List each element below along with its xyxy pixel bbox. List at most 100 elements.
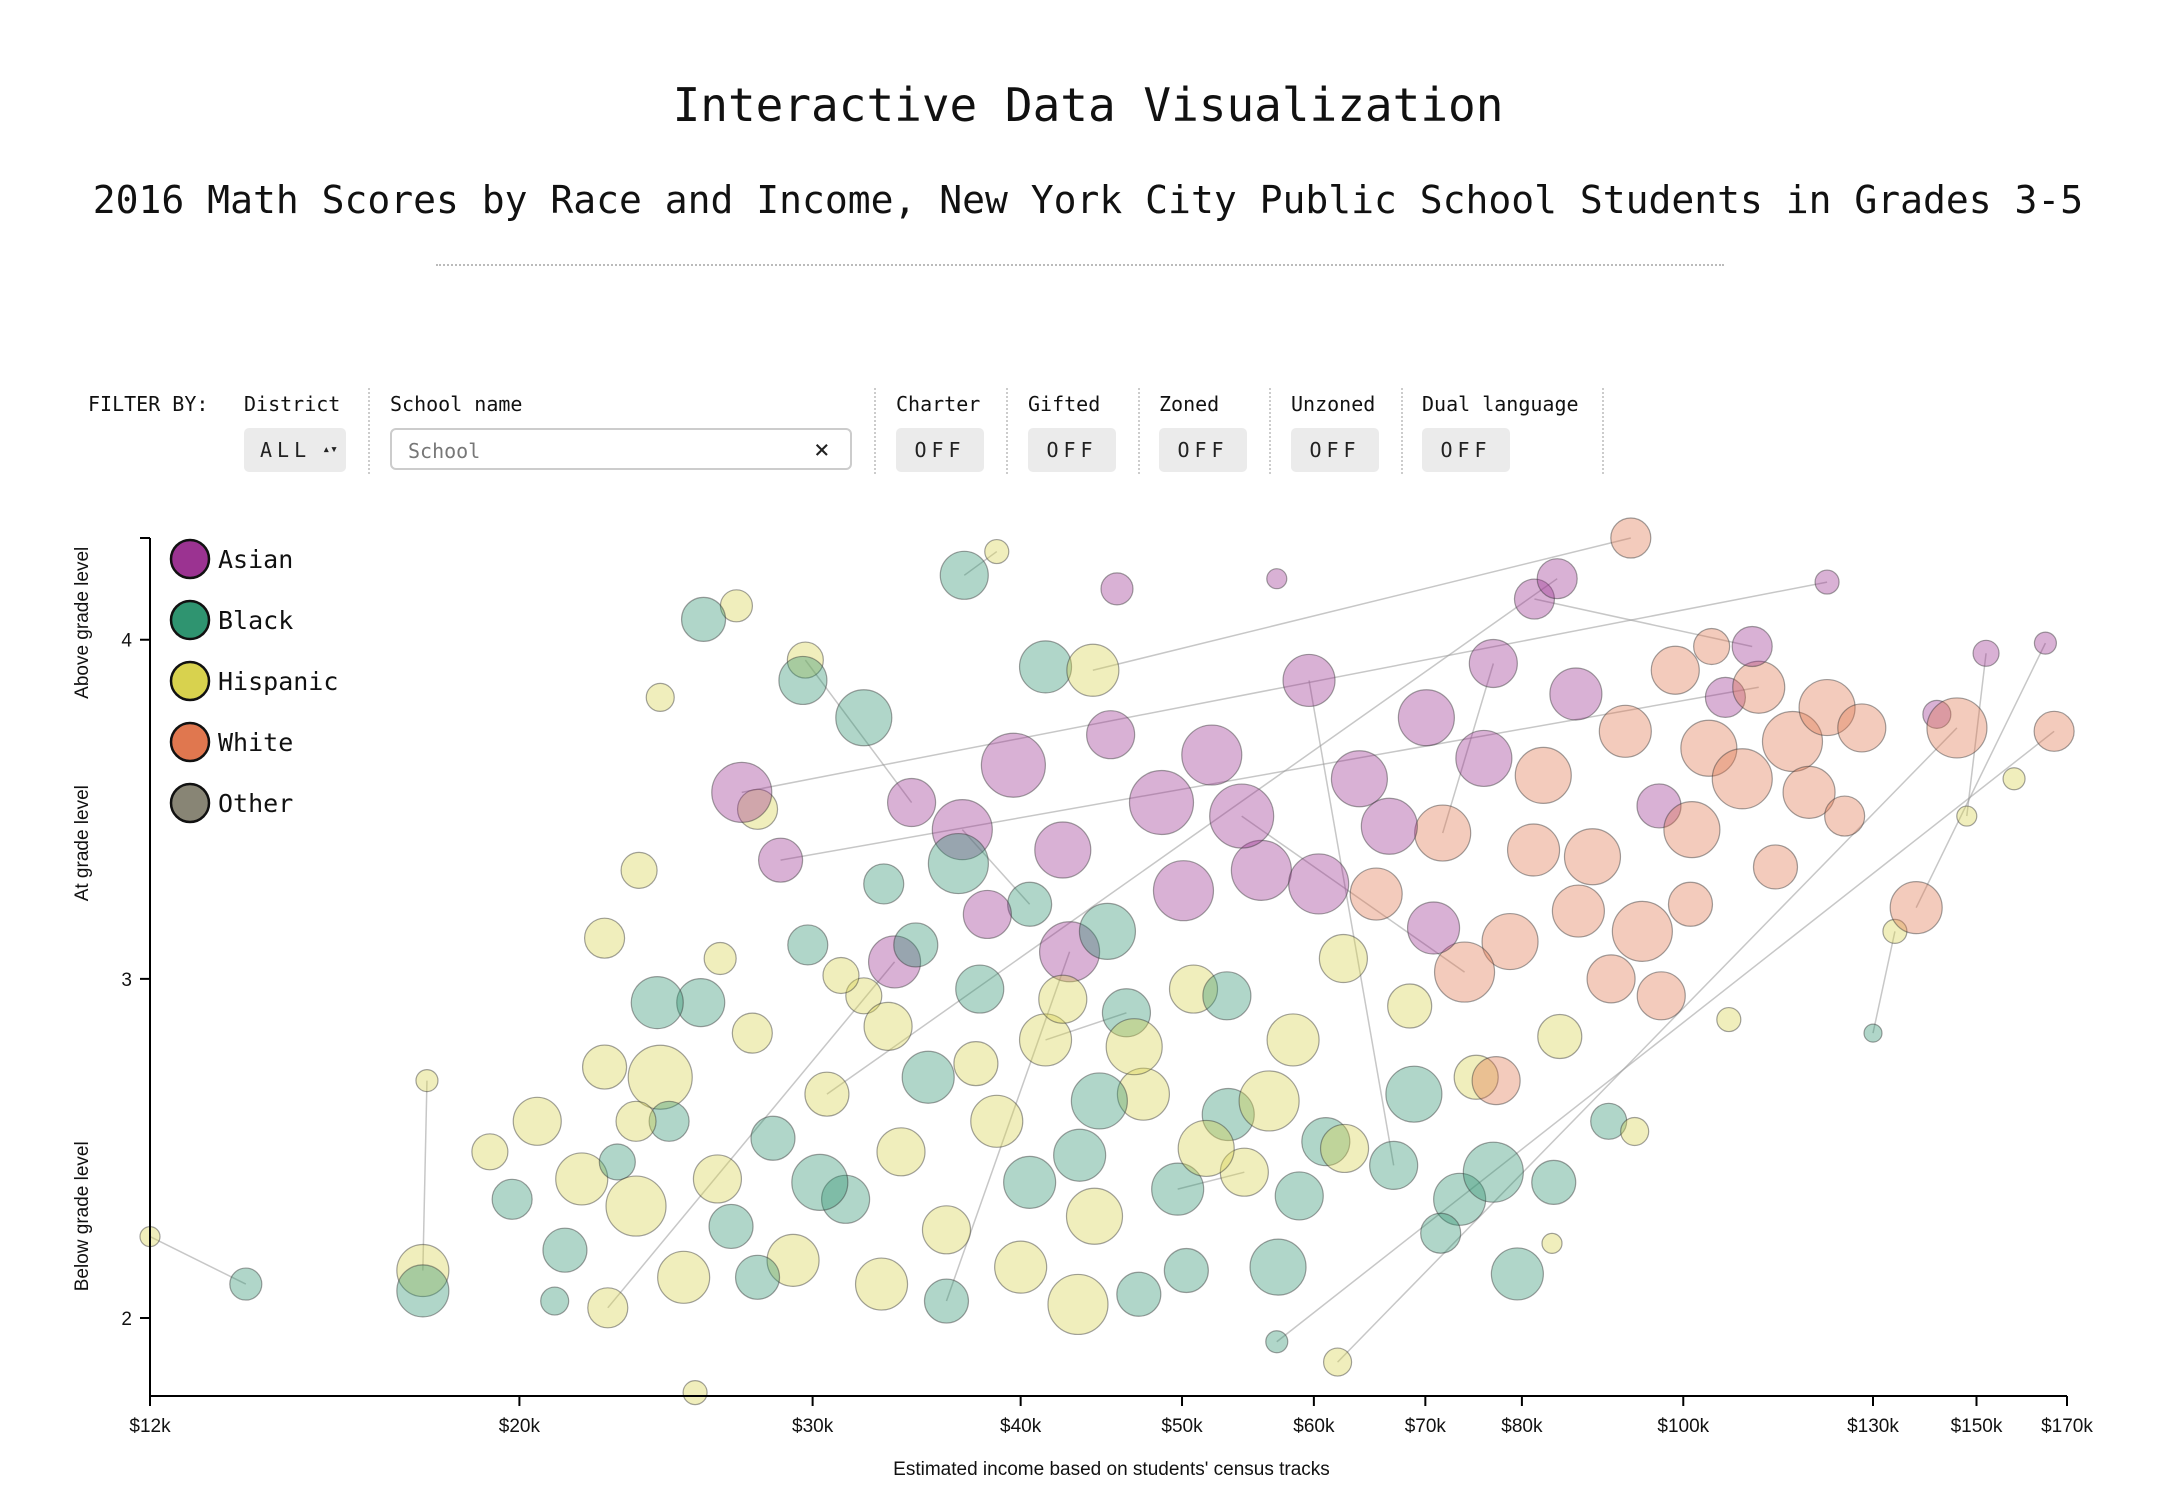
legend-label-black[interactable]: Black <box>218 606 293 635</box>
data-point-black[interactable] <box>1274 1171 1324 1221</box>
data-point-asian[interactable] <box>886 777 937 828</box>
data-point-black[interactable] <box>598 1143 636 1181</box>
dual-language-toggle[interactable]: OFF <box>1422 428 1510 472</box>
data-point-hispanic[interactable] <box>1116 1067 1171 1121</box>
data-point-hispanic[interactable] <box>615 1100 657 1142</box>
data-point-asian[interactable] <box>1397 689 1455 747</box>
data-point-asian[interactable] <box>1181 724 1243 786</box>
data-point-hispanic[interactable] <box>1047 1273 1109 1336</box>
data-point-black[interactable] <box>542 1227 588 1273</box>
data-point-hispanic[interactable] <box>587 1287 629 1329</box>
data-point-black[interactable] <box>1070 1072 1128 1130</box>
data-point-hispanic[interactable] <box>1219 1147 1269 1197</box>
legend-label-other[interactable]: Other <box>218 789 293 818</box>
data-point-black[interactable] <box>1151 1162 1205 1216</box>
data-point-asian[interactable] <box>1814 569 1840 595</box>
data-point-hispanic[interactable] <box>581 1044 628 1090</box>
data-point-asian[interactable] <box>867 935 922 989</box>
data-point-hispanic[interactable] <box>921 1205 972 1255</box>
legend-swatch-other[interactable] <box>169 782 211 824</box>
data-point-asian[interactable] <box>1100 572 1134 606</box>
data-point-hispanic[interactable] <box>766 1233 820 1287</box>
data-point-black[interactable] <box>1301 1117 1351 1167</box>
data-point-hispanic[interactable] <box>1018 1013 1073 1067</box>
data-point-black[interactable] <box>734 1254 781 1300</box>
data-point-hispanic[interactable] <box>1387 983 1433 1029</box>
data-point-black[interactable] <box>939 550 989 600</box>
legend-swatch-hispanic[interactable] <box>169 660 211 702</box>
data-point-asian[interactable] <box>1038 921 1101 983</box>
data-point-hispanic[interactable] <box>1956 805 1978 827</box>
legend-swatch-white[interactable] <box>169 721 211 763</box>
data-point-hispanic[interactable] <box>2002 767 2026 791</box>
data-point-hispanic[interactable] <box>1038 974 1088 1024</box>
data-point-white[interactable] <box>1514 746 1572 804</box>
data-point-hispanic[interactable] <box>692 1154 743 1204</box>
data-point-black[interactable] <box>1007 881 1053 927</box>
data-point-asian[interactable] <box>1549 667 1603 721</box>
data-point-hispanic[interactable] <box>512 1096 562 1146</box>
data-point-asian[interactable] <box>711 761 773 823</box>
data-point-asian[interactable] <box>1972 639 2000 667</box>
data-point-black[interactable] <box>1863 1023 1883 1043</box>
data-point-hispanic[interactable] <box>719 589 754 623</box>
data-point-white[interactable] <box>1680 719 1738 777</box>
data-point-black[interactable] <box>901 1050 955 1104</box>
data-point-asian[interactable] <box>1704 676 1747 718</box>
data-point-asian[interactable] <box>1636 783 1682 829</box>
data-point-hispanic[interactable] <box>1238 1070 1300 1132</box>
data-point-hispanic[interactable] <box>994 1240 1048 1294</box>
data-point-white[interactable] <box>1693 627 1731 666</box>
data-point-black[interactable] <box>229 1267 263 1301</box>
data-point-hispanic[interactable] <box>1537 1013 1583 1060</box>
data-point-white[interactable] <box>1889 881 1943 935</box>
gifted-toggle[interactable]: OFF <box>1028 428 1116 472</box>
data-point-hispanic[interactable] <box>786 641 824 679</box>
data-point-black[interactable] <box>1462 1141 1524 1203</box>
data-point-asian[interactable] <box>1406 901 1461 955</box>
data-point-hispanic[interactable] <box>984 538 1010 565</box>
data-point-asian[interactable] <box>1468 638 1518 689</box>
data-point-black[interactable] <box>1101 988 1152 1038</box>
data-point-asian[interactable] <box>1922 699 1952 729</box>
data-point-hispanic[interactable] <box>1716 1006 1742 1033</box>
data-point-hispanic[interactable] <box>1318 933 1368 984</box>
data-point-asian[interactable] <box>1034 821 1092 879</box>
data-point-black[interactable] <box>680 596 727 642</box>
data-point-hispanic[interactable] <box>1453 1054 1499 1100</box>
data-point-asian[interactable] <box>1513 578 1556 620</box>
data-point-hispanic[interactable] <box>845 977 883 1015</box>
data-point-black[interactable] <box>1053 1128 1107 1182</box>
legend-label-hispanic[interactable]: Hispanic <box>218 667 338 696</box>
data-point-hispanic[interactable] <box>822 956 860 995</box>
data-point-asian[interactable] <box>1282 653 1336 708</box>
data-point-hispanic[interactable] <box>731 1012 773 1054</box>
data-point-black[interactable] <box>648 1100 690 1142</box>
data-point-hispanic[interactable] <box>876 1127 926 1177</box>
data-point-white[interactable] <box>1837 703 1887 753</box>
data-point-hispanic[interactable] <box>682 1380 708 1406</box>
data-point-hispanic[interactable] <box>1105 1018 1163 1076</box>
data-point-hispanic[interactable] <box>1177 1119 1235 1178</box>
data-point-white[interactable] <box>1598 704 1652 758</box>
data-point-white[interactable] <box>1752 844 1799 890</box>
data-point-white[interactable] <box>1732 660 1786 714</box>
data-point-black[interactable] <box>1369 1140 1419 1190</box>
data-point-asian[interactable] <box>2033 631 2058 655</box>
data-point-black[interactable] <box>1420 1212 1462 1254</box>
data-point-white[interactable] <box>1611 900 1673 962</box>
data-point-hispanic[interactable] <box>415 1069 439 1093</box>
unzoned-toggle[interactable]: OFF <box>1291 428 1379 472</box>
data-point-hispanic[interactable] <box>863 1001 913 1051</box>
data-point-hispanic[interactable] <box>1266 1013 1320 1067</box>
district-select[interactable]: ALL ▴▾ <box>244 428 346 472</box>
data-point-black[interactable] <box>396 1264 450 1318</box>
data-point-white[interactable] <box>1926 697 1988 759</box>
data-point-asian[interactable] <box>1360 797 1418 855</box>
data-point-hispanic[interactable] <box>471 1133 509 1171</box>
data-point-hispanic[interactable] <box>1322 1347 1353 1377</box>
data-point-asian[interactable] <box>1086 710 1136 760</box>
data-point-black[interactable] <box>955 964 1005 1014</box>
data-point-asian[interactable] <box>1209 783 1275 849</box>
data-point-asian[interactable] <box>1230 839 1292 901</box>
